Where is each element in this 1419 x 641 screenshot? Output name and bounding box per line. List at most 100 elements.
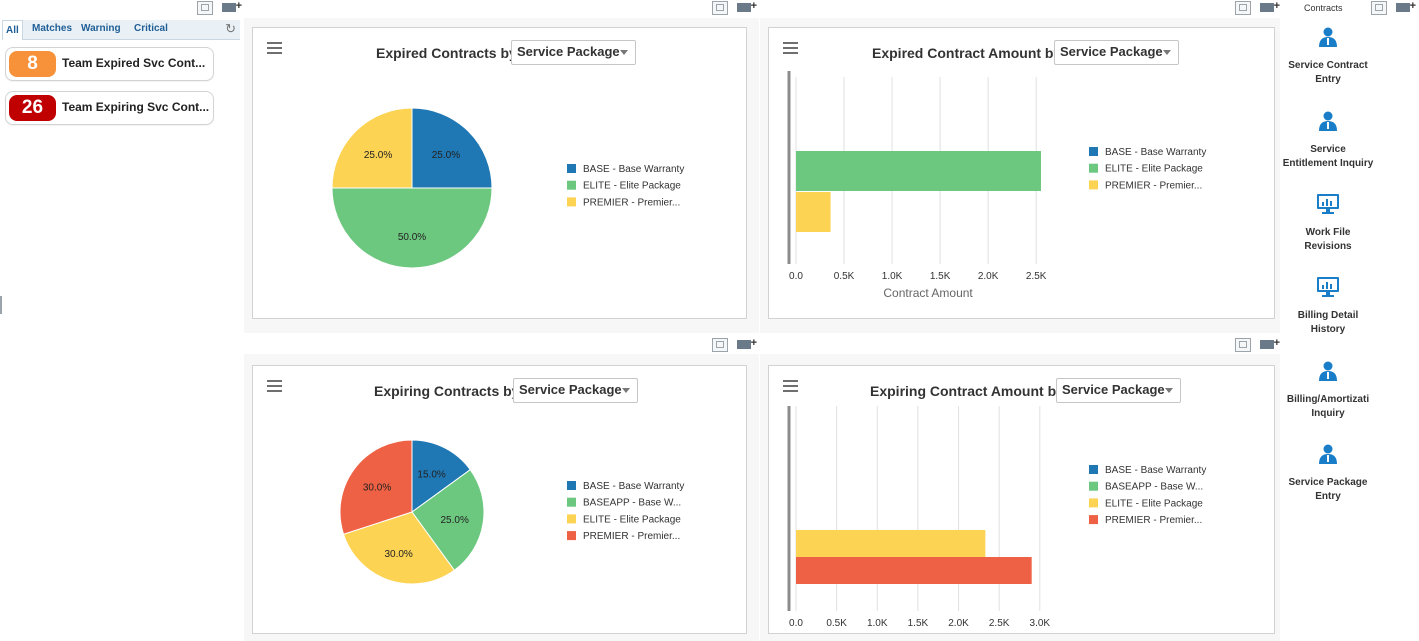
monitor-chart-icon (1316, 276, 1340, 303)
expiring-amount-region: Expiring Contract Amount by Service Pack… (760, 334, 1280, 641)
app-launcher-item[interactable]: Service Contract Entry (1282, 26, 1374, 87)
person-icon (1316, 26, 1340, 53)
x-axis-label: Contract Amount (883, 286, 973, 300)
select-value: Service Package (519, 382, 622, 397)
watchlist-item-expired[interactable]: 8 Team Expired Svc Cont... (5, 47, 214, 81)
expiring-contracts-region: Expiring Contracts by Service Package 15… (244, 334, 759, 641)
maximize-icon[interactable] (1235, 338, 1251, 352)
region-toolbar (244, 334, 759, 354)
tab-all[interactable]: All (2, 20, 23, 40)
app-launcher-item[interactable]: Billing/Amortizati Inquiry (1282, 360, 1374, 421)
tab-critical[interactable]: Critical (134, 23, 168, 34)
person-icon (1316, 110, 1340, 137)
chart-title: Expiring Contract Amount by (870, 383, 1064, 399)
chevron-down-icon (1163, 50, 1171, 55)
chevron-down-icon (620, 50, 628, 55)
pie-slice (331, 107, 413, 189)
refresh-icon[interactable]: ↻ (225, 21, 236, 36)
pie-slice (411, 107, 493, 189)
pie-slice (331, 187, 493, 269)
launcher-header: Contracts (1304, 3, 1343, 13)
watchlist-tabs: All Matches Warning Critical ↻ (2, 20, 240, 40)
monitor-chart-icon (1316, 193, 1340, 220)
count-badge: 8 (9, 51, 56, 77)
region-toolbar (760, 0, 1280, 18)
expired-contracts-chart: Expired Contracts by Service Package 25.… (252, 27, 747, 319)
legend-label: PREMIER - Premier... (583, 531, 680, 542)
legend-swatch (567, 531, 576, 541)
app-launcher-item[interactable]: Billing Detail History (1282, 276, 1374, 337)
watchlist-item-label: Team Expired Svc Cont... (62, 56, 206, 70)
legend-swatch (1089, 498, 1098, 508)
pie-chart: 15.0% 25.0% 30.0% 30.0% BASE - Base Warranty… (339, 439, 684, 585)
chart-title: Expiring Contracts by (374, 383, 520, 399)
chart-menu-icon[interactable] (783, 42, 798, 57)
slice-label: 25.0% (364, 150, 392, 161)
chart-title: Expired Contract Amount by (872, 45, 1062, 61)
service-package-select[interactable]: Service Package (511, 40, 636, 65)
app-launcher-item[interactable]: Service Entitlement Inquiry (1282, 110, 1374, 171)
app-label: Billing/Amortizati Inquiry (1286, 394, 1370, 419)
tick-label: 2.0K (978, 271, 999, 282)
maximize-icon[interactable] (197, 1, 213, 15)
add-content-icon[interactable] (1396, 0, 1416, 12)
chart-menu-icon[interactable] (783, 380, 798, 395)
slice-label: 15.0% (417, 470, 445, 481)
maximize-icon[interactable] (1371, 1, 1387, 15)
slice-label: 30.0% (384, 549, 412, 560)
count-badge: 26 (9, 95, 56, 121)
legend-label: BASE - Base Warranty (583, 481, 684, 492)
legend-swatch (567, 497, 576, 507)
add-content-icon[interactable] (737, 0, 757, 12)
chart-menu-icon[interactable] (267, 42, 282, 57)
region-toolbar (244, 0, 759, 18)
panel-resize-handle[interactable] (0, 296, 2, 314)
legend-label: BASE - Base Warranty (1105, 465, 1206, 476)
legend-swatch (1089, 465, 1098, 474)
expiring-amount-chart: Expiring Contract Amount by Service Pack… (768, 365, 1275, 634)
add-content-icon[interactable] (222, 0, 242, 12)
add-content-icon[interactable] (737, 337, 757, 349)
chevron-down-icon (622, 388, 630, 393)
app-label: Service Entitlement Inquiry (1282, 144, 1374, 169)
legend-swatch (567, 180, 576, 190)
add-content-icon[interactable] (1260, 337, 1280, 349)
maximize-icon[interactable] (712, 338, 728, 352)
pie-slice (411, 468, 485, 571)
app-launcher-item[interactable]: Service Package Entry (1282, 443, 1374, 504)
app-label: Billing Detail History (1297, 310, 1359, 335)
legend-label: PREMIER - Premier... (1105, 180, 1202, 191)
legend-swatch (1089, 163, 1098, 173)
maximize-icon[interactable] (1235, 1, 1251, 15)
select-value: Service Package (1060, 44, 1163, 59)
expired-contracts-region: Expired Contracts by Service Package 25.… (244, 0, 759, 333)
service-package-select[interactable]: Service Package (1054, 40, 1179, 65)
tick-label: 0.5K (826, 618, 847, 629)
tab-warning[interactable]: Warning (81, 23, 121, 34)
app-launcher-panel: Contracts Service Contract Entry Service … (1282, 0, 1419, 641)
service-package-select[interactable]: Service Package (513, 378, 638, 403)
maximize-icon[interactable] (712, 1, 728, 15)
tick-label: 1.5K (908, 618, 929, 629)
slice-label: 25.0% (432, 150, 460, 161)
chart-menu-icon[interactable] (267, 380, 282, 395)
tick-label: 2.5K (1026, 271, 1047, 282)
legend-label: BASEAPP - Base W... (583, 498, 681, 509)
legend-label: ELITE - Elite Package (583, 181, 681, 192)
watchlist-item-expiring[interactable]: 26 Team Expiring Svc Cont... (5, 91, 214, 125)
tick-label: 3.0K (1030, 618, 1051, 629)
pie-slice (342, 511, 456, 585)
app-label: Service Package Entry (1288, 477, 1368, 502)
tab-matches[interactable]: Matches (32, 23, 73, 34)
tick-label: 1.0K (867, 618, 888, 629)
add-content-icon[interactable] (1260, 0, 1280, 12)
legend-label: ELITE - Elite Package (1105, 498, 1203, 509)
app-launcher-item[interactable]: Work File Revisions (1282, 193, 1374, 254)
bar-chart: 0.0 0.5K 1.0K 1.5K 2.0K 2.5K Contract Amount BA… (787, 71, 1206, 300)
slice-label: 25.0% (440, 515, 468, 526)
select-value: Service Package (517, 44, 620, 59)
legend-label: PREMIER - Premier... (583, 197, 680, 208)
tick-label: 0.0 (789, 271, 803, 282)
service-package-select[interactable]: Service Package (1056, 378, 1181, 403)
app-label: Service Contract Entry (1288, 60, 1368, 85)
